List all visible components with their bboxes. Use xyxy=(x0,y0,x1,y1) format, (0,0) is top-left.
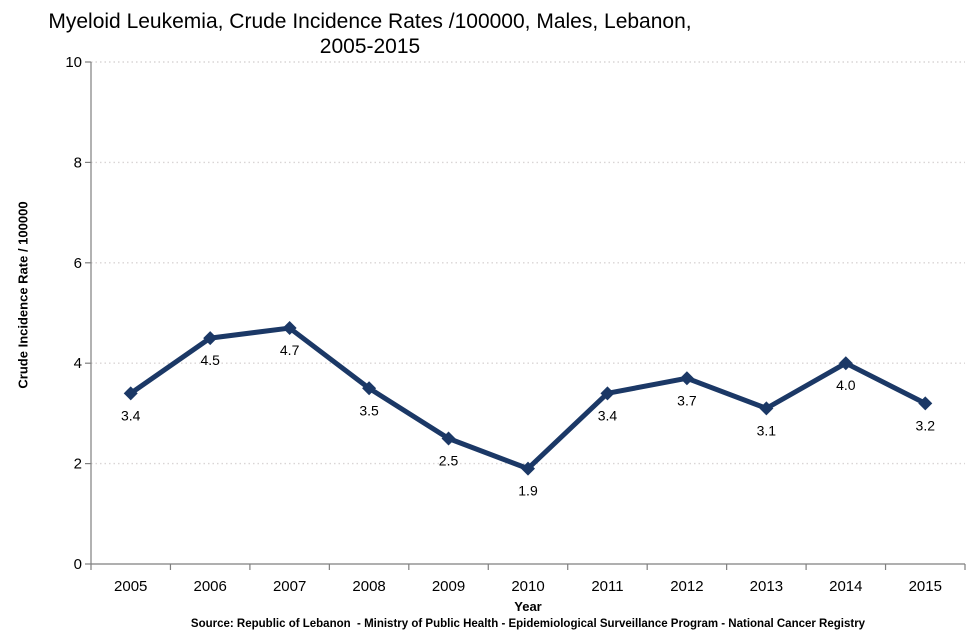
x-tick-label: 2014 xyxy=(829,578,862,595)
x-tick-label: 2011 xyxy=(591,578,623,595)
source-note: Source: Republic of Lebanon - Ministry o… xyxy=(190,618,866,630)
data-point-marker xyxy=(282,321,297,336)
data-point-label: 4.5 xyxy=(200,352,220,368)
data-point-marker xyxy=(203,331,218,346)
y-tick-label: 4 xyxy=(74,355,82,372)
y-tick-label: 0 xyxy=(74,556,82,573)
x-tick-label: 2007 xyxy=(273,578,306,595)
data-point-marker xyxy=(521,461,535,476)
data-point-marker xyxy=(759,401,774,416)
x-tick-label: 2009 xyxy=(432,578,465,595)
x-tick-label: 2005 xyxy=(114,578,147,595)
data-point-marker xyxy=(918,396,933,411)
data-point-marker xyxy=(679,371,694,386)
series-line xyxy=(128,325,928,472)
x-tick-label: 2012 xyxy=(670,578,703,595)
data-point-label: 3.5 xyxy=(359,402,379,418)
data-point-marker xyxy=(123,386,138,401)
x-axis-title: Year xyxy=(514,599,542,614)
y-tick-label: 10 xyxy=(65,54,82,71)
data-point-label: 4.0 xyxy=(836,377,856,393)
data-point-marker xyxy=(838,356,853,371)
chart-title-line1: Myeloid Leukemia, Crude Incidence Rates … xyxy=(48,10,692,33)
y-tick-label: 8 xyxy=(74,154,82,171)
data-point-label: 1.9 xyxy=(518,483,538,499)
data-point-marker xyxy=(600,386,615,401)
data-point-label: 4.7 xyxy=(280,342,300,358)
x-tick-label: 2010 xyxy=(511,578,544,595)
data-point-label: 3.4 xyxy=(598,407,618,423)
x-tick-label: 2013 xyxy=(750,578,783,595)
data-point-label: 2.5 xyxy=(439,453,459,469)
y-tick-label: 2 xyxy=(74,456,82,473)
x-tick-label: 2008 xyxy=(352,578,385,595)
data-point-marker xyxy=(362,381,377,396)
y-tick-label: 6 xyxy=(74,255,82,272)
data-point-label: 3.4 xyxy=(121,407,141,423)
chart-title-line2: 2005-2015 xyxy=(319,35,421,58)
data-point-label: 3.1 xyxy=(757,422,777,438)
x-tick-label: 2006 xyxy=(193,578,226,595)
x-tick-label: 2015 xyxy=(909,578,942,595)
data-point-label: 3.2 xyxy=(916,417,936,433)
data-point-label: 3.7 xyxy=(677,392,697,408)
chart-title: Myeloid Leukemia, Crude Incidence Rates … xyxy=(8,9,732,59)
data-point-marker xyxy=(441,431,456,446)
